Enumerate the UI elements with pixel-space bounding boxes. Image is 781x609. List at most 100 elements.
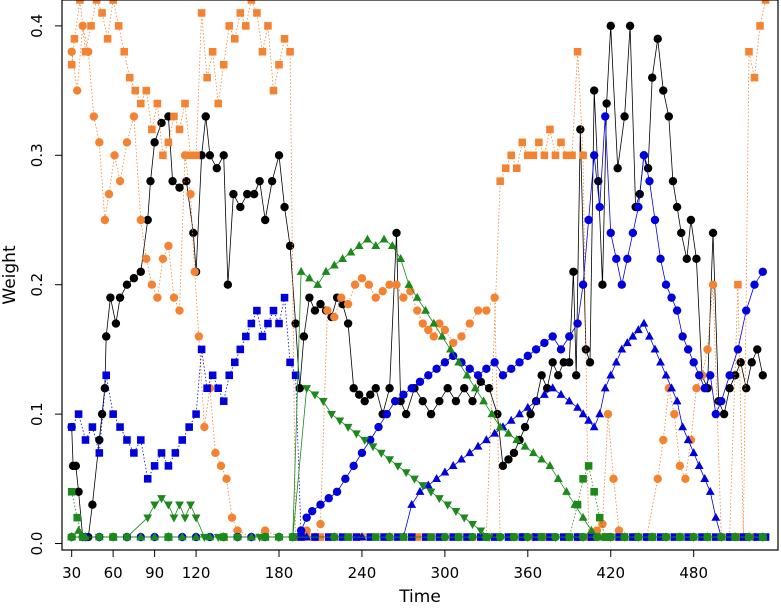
series-1-point-61 [482, 306, 491, 315]
series-3-point-82 [758, 267, 767, 276]
series-9-point-22 [648, 532, 657, 542]
plot-frame [61, 0, 779, 551]
series-0-point-66 [418, 396, 427, 406]
series-4-point-34 [280, 293, 289, 302]
series-3-point-30 [399, 390, 408, 399]
series-3-point-41 [490, 358, 499, 367]
series-3-point-46 [531, 345, 541, 354]
series-5-point-29 [531, 396, 541, 405]
series-1-point-5 [95, 138, 104, 147]
series-5-point-16 [423, 480, 433, 489]
series-7-point-7 [169, 514, 179, 523]
x-tick-label-420: 420 [596, 564, 625, 582]
series-0-point-81 [526, 409, 535, 419]
series-5-point-56 [694, 461, 704, 470]
series-1-point-26 [211, 448, 220, 458]
series-0-point-43 [285, 241, 295, 251]
series-0-point-74 [484, 384, 494, 393]
series-6-point-52 [578, 512, 588, 521]
series-1-point-18 [169, 293, 179, 302]
series-2-point-87 [750, 73, 759, 82]
series-3-point-59 [617, 280, 627, 289]
series-1-point-48 [392, 280, 401, 289]
series-7-point-1 [94, 533, 104, 542]
series-3-point-35 [440, 358, 450, 367]
series-6-point-34 [429, 318, 439, 327]
series-4-point-11 [143, 475, 152, 483]
series-0-point-24 [175, 183, 184, 192]
series-6-point-43 [504, 428, 513, 437]
series-9-point-18 [592, 532, 602, 542]
series-7-point-23 [343, 423, 353, 432]
series-9-point-27 [717, 532, 726, 542]
series-7-point-33 [426, 488, 436, 497]
series-2-point-30 [230, 35, 239, 43]
series-0-point-101 [625, 21, 635, 31]
series-2-point-37 [269, 86, 278, 95]
series-6-point-32 [412, 292, 422, 301]
series-5-point-21 [465, 448, 475, 457]
series-5-point-9 [302, 532, 312, 541]
series-0-point-77 [504, 455, 513, 464]
series-5-point-55 [689, 448, 699, 457]
series-0-point-97 [602, 99, 611, 108]
series-7-point-5 [157, 495, 166, 504]
series-2-point-60 [518, 138, 527, 147]
series-1-point-75 [609, 474, 618, 484]
series-9-point-19 [606, 532, 615, 542]
series-9-point-5 [330, 532, 339, 542]
series-1-point-8 [110, 151, 119, 160]
series-2-point-63 [535, 138, 543, 147]
series-9-point-4 [274, 532, 284, 542]
series-2-point-2 [76, 0, 84, 4]
series-0-point-98 [606, 21, 615, 31]
series-6-point-29 [387, 241, 397, 250]
series-9-point-24 [675, 532, 685, 542]
series-0-point-59 [371, 384, 380, 393]
series-7-point-25 [360, 436, 370, 445]
series-1-point-38 [323, 306, 332, 315]
series-2-point-17 [159, 151, 167, 160]
y-tick-label-3: 0.3 [28, 143, 46, 167]
series-6-point-1 [74, 525, 83, 534]
series-4-point-8 [123, 436, 131, 444]
series-0-point-61 [385, 384, 394, 393]
series-5-point-17 [432, 473, 441, 482]
series-0-point-16 [129, 274, 139, 283]
series-1-point-1 [73, 86, 82, 95]
series-6-point-42 [495, 422, 505, 431]
series-4-point-35 [286, 358, 294, 367]
series-0-point-44 [291, 319, 300, 328]
series-7-point-27 [376, 449, 386, 458]
series-1-point-58 [457, 332, 466, 341]
series-2-point-3 [81, 47, 90, 56]
series-0-point-57 [360, 396, 369, 406]
series-3-point-69 [672, 306, 682, 315]
x-tick-label-360: 360 [513, 564, 542, 582]
series-0-point-47 [305, 293, 314, 302]
series-0-point-31 [212, 164, 222, 173]
series-0-point-105 [643, 164, 653, 173]
series-3-point-56 [601, 112, 610, 121]
series-4-point-31 [264, 319, 272, 328]
series-0-point-21 [157, 118, 166, 128]
series-1-point-49 [399, 293, 408, 302]
series-2-point-20 [175, 125, 184, 134]
series-0-point-13 [111, 319, 121, 328]
series-2-point-6 [98, 9, 106, 17]
series-3-point-79 [733, 345, 743, 354]
series-1-point-37 [316, 519, 325, 529]
series-8-point-17 [573, 500, 582, 509]
series-6-point-53 [586, 525, 596, 534]
x-tick-label-30: 30 [62, 564, 81, 582]
series-0-point-58 [366, 390, 375, 399]
series-1-point-50 [406, 286, 415, 296]
series-6-point-22 [329, 260, 339, 269]
series-0-point-113 [682, 254, 691, 264]
series-0-point-121 [725, 384, 734, 393]
series-2-point-58 [507, 151, 516, 160]
series-3-point-47 [540, 338, 549, 348]
series-0-point-83 [537, 371, 546, 380]
series-1-point-73 [598, 519, 607, 529]
series-1-point-85 [681, 474, 690, 484]
